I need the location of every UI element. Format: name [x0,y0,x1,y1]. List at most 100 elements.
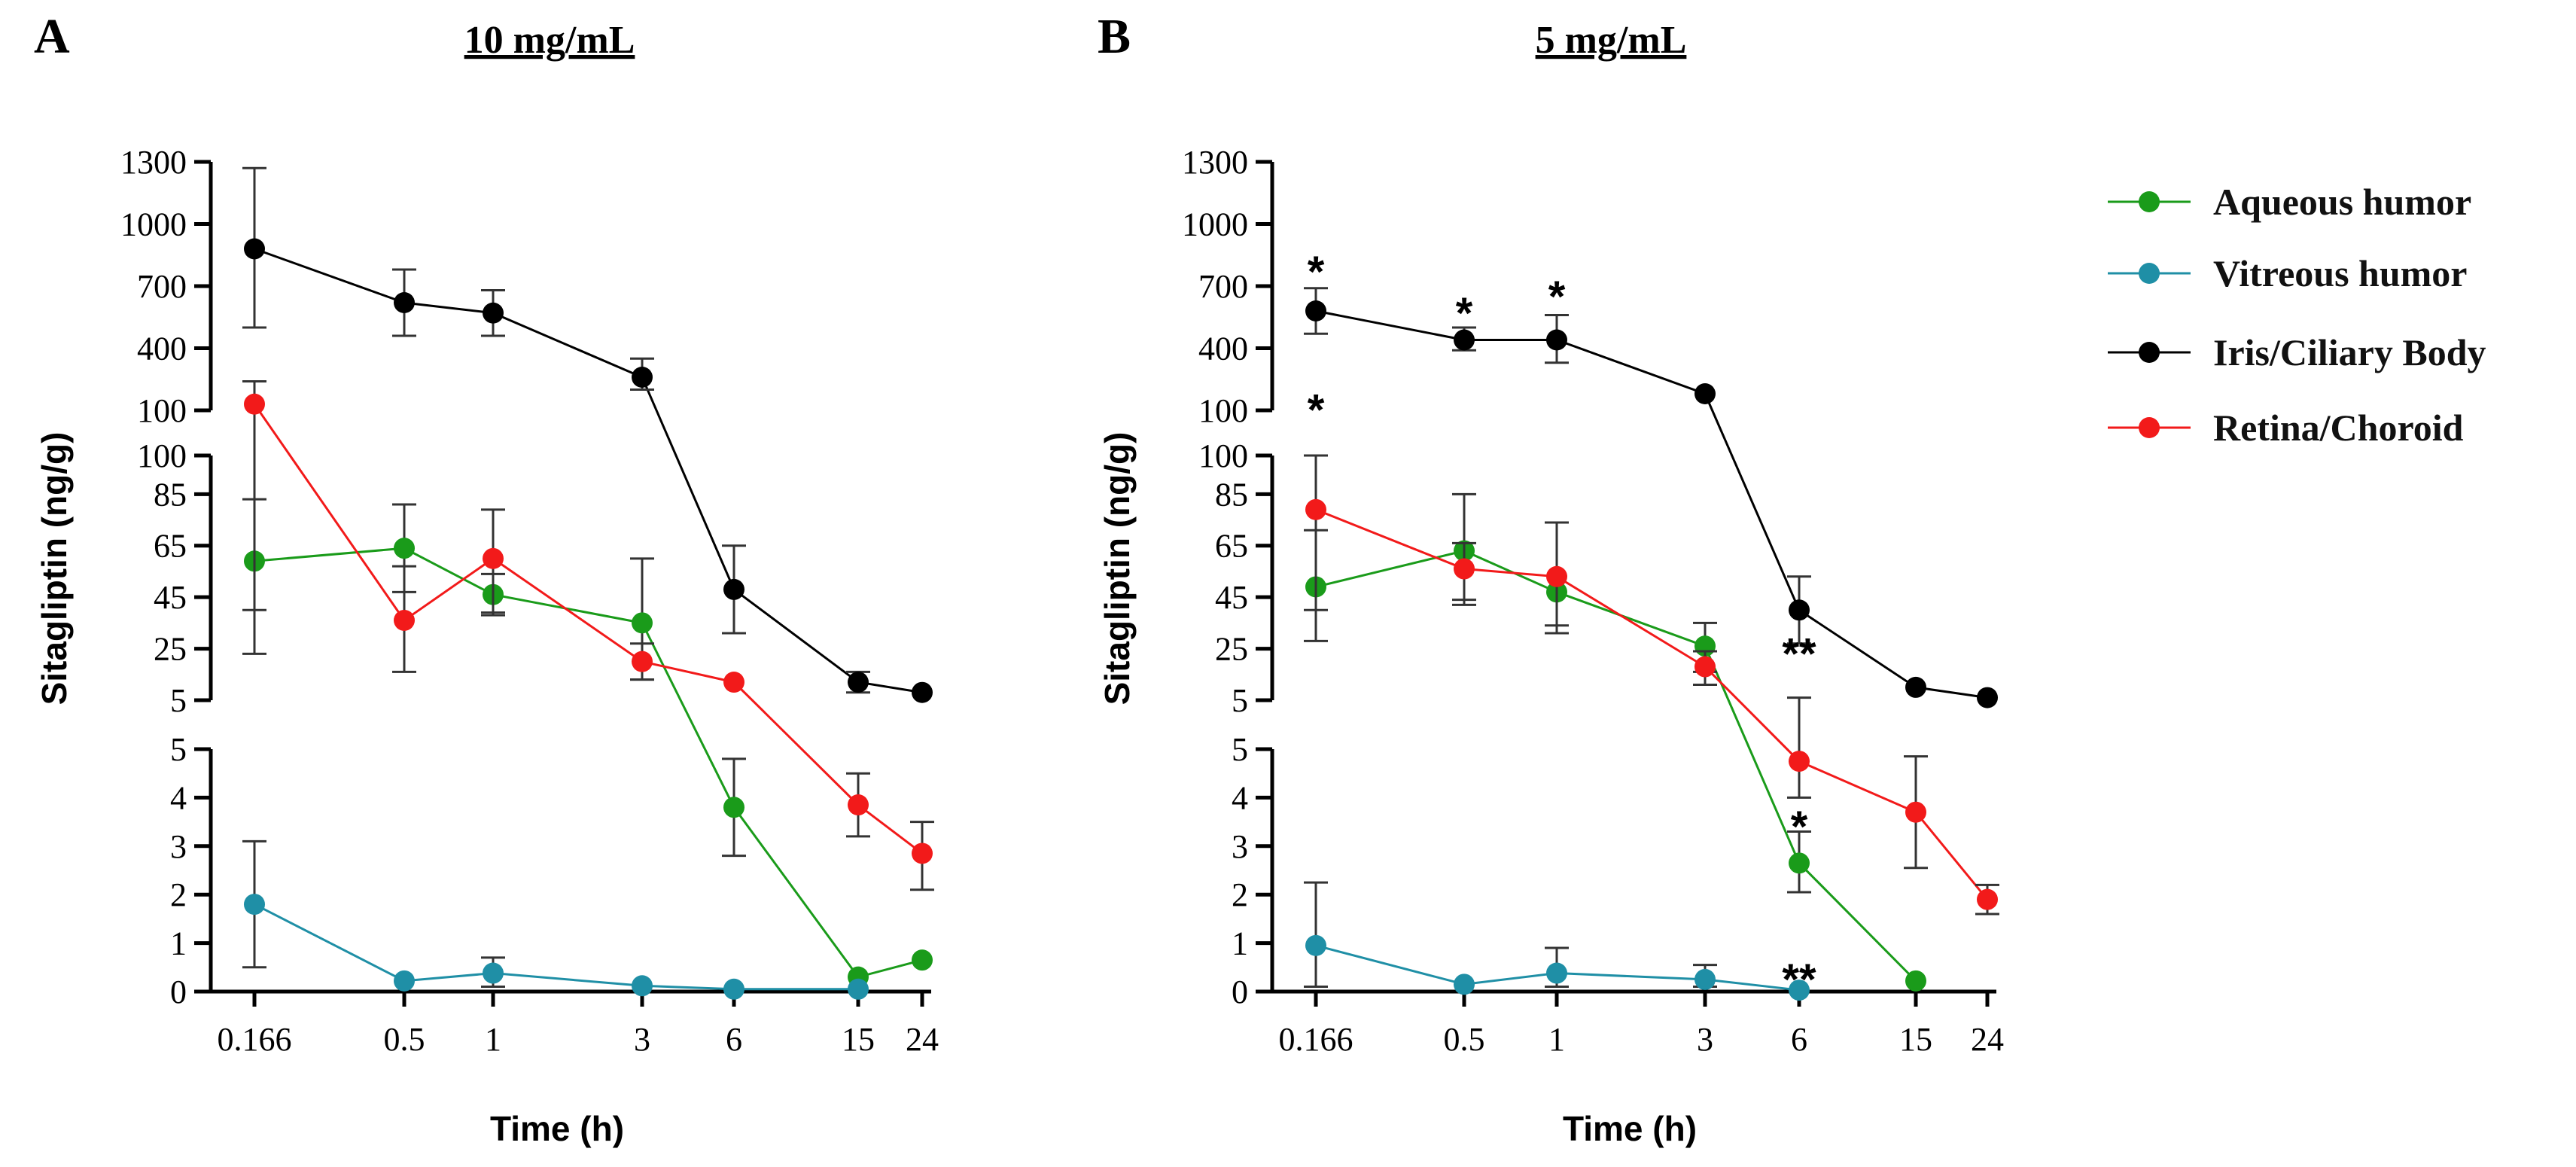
panel-b-series-line-aqueous-humor [1315,550,1917,982]
panel-a-title: 10 mg/mL [464,19,635,62]
panel-b-y-tick-label: 45 [1215,579,1248,616]
panel-a-point-retina-choroid [723,672,744,693]
panel-b-y-tick-label: 4 [1232,779,1248,816]
panel-b-y-tick-label: 400 [1198,331,1248,367]
panel-b-point-vitreous-humor [1546,962,1567,984]
panel-b-y-tick-label: 1300 [1182,144,1248,181]
legend-item-retina-choroid: Retina/Choroid [2108,407,2464,449]
legend-label-retina-choroid: Retina/Choroid [2213,407,2464,449]
panel-b-y-tick-label: 1000 [1182,206,1248,243]
panel-a-y-tick-label: 100 [137,392,187,429]
panel-b-series-line-retina-choroid [1315,508,1989,900]
panel-a-point-vitreous-humor [848,978,869,1000]
panel-b-point-vitreous-humor [1789,980,1810,1001]
panel-a-y-tick-label: 700 [137,268,187,305]
panel-b-y-tick-label: 25 [1215,631,1248,668]
panel-b-y-tick-label: 5 [1232,682,1248,719]
panel-a-point-vitreous-humor [394,970,415,992]
panel-a-y-tick-label: 100 [137,437,187,474]
panel-a-point-retina-choroid [483,547,504,569]
panel-b-significance-marker: * [1548,273,1566,321]
panel-a-y-tick-label: 4 [170,779,187,816]
panel-b-significance-marker: * [1456,289,1473,338]
panel-a-point-retina-choroid [848,794,869,816]
panel-a-point-vitreous-humor [723,978,744,1000]
panel-b-point-aqueous-humor [1905,970,1926,992]
panel-b-point-iris-ciliary-body [1454,329,1475,351]
panel-b-point-vitreous-humor [1305,934,1326,956]
panel-a-x-tick-label: 6 [726,1021,742,1058]
panel-a-point-vitreous-humor [244,894,265,916]
panel-b-y-tick-label: 700 [1198,268,1248,305]
panel-b-y-tick-label: 3 [1232,828,1248,865]
panel-a-x-tick-label: 1 [485,1021,501,1058]
panel-b-point-iris-ciliary-body [1977,687,1998,708]
panel-a-x-tick-label: 0.166 [218,1021,292,1058]
panel-a-y-tick-label: 85 [154,476,187,513]
panel-a-point-iris-ciliary-body [244,238,265,260]
panel-a-x-tick-label: 24 [906,1021,939,1058]
legend-item-iris-ciliary-body: Iris/Ciliary Body [2108,331,2486,373]
panel-a-y-tick-label: 5 [170,731,187,768]
panel-b-point-aqueous-humor [1789,852,1810,874]
legend: Aqueous humor Vitreous humor Iris/Ciliar… [2108,181,2486,449]
panel-b-title: 5 mg/mL [1536,19,1687,62]
panel-b-point-iris-ciliary-body [1694,383,1716,404]
panel-a-letter: A [34,9,70,64]
panel-a-point-aqueous-humor [723,797,744,818]
panel-b-x-tick-label: 0.5 [1444,1021,1485,1058]
panel-a-point-iris-ciliary-body [632,367,653,388]
panel-a-series-line-vitreous-humor [254,903,858,991]
panel-a-point-aqueous-humor [394,538,415,559]
panel-b-x-tick-label: 15 [1899,1021,1932,1058]
legend-marker-iris-ciliary-body [2139,342,2160,363]
legend-marker-aqueous-humor [2139,191,2160,212]
panel-b-point-iris-ciliary-body [1546,329,1567,351]
panel-a-point-vitreous-humor [632,975,653,997]
panel-b-significance-marker: ** [1782,629,1816,678]
panel-b-x-tick-label: 1 [1548,1021,1565,1058]
panel-b-point-vitreous-humor [1694,968,1716,990]
panel-b-point-iris-ciliary-body [1305,300,1326,321]
panel-b-letter: B [1098,9,1131,64]
legend-item-aqueous-humor: Aqueous humor [2108,181,2471,223]
panel-a-y-tick-label: 25 [154,631,187,668]
panel-a-point-retina-choroid [632,651,653,672]
panel-a-y-tick-label: 1300 [120,144,187,181]
panel-b-x-axis-title: Time (h) [1563,1109,1697,1148]
panel-a-point-iris-ciliary-body [483,302,504,324]
panel-b-x-tick-label: 24 [1971,1021,2004,1058]
panel-b-series-line-iris-ciliary-body [1315,309,1988,699]
panel-a-point-retina-choroid [912,842,933,864]
panel-a-series-line-iris-ciliary-body [254,248,923,694]
legend-marker-retina-choroid [2139,417,2160,438]
panel-b-significance-marker: * [1308,248,1325,297]
panel-a-y-tick-label: 2 [170,876,187,913]
panel-b-point-retina-choroid [1305,498,1326,520]
panel-b-y-tick-label: 65 [1215,528,1248,565]
panel-b-significance-marker: * [1791,803,1808,852]
panel-b-point-retina-choroid [1454,558,1475,580]
panel-a-y-tick-label: 3 [170,828,187,865]
panel-a-y-axis-title: Sitagliptin (ng/g) [35,432,74,705]
panel-a-y-tick-label: 1 [170,925,187,962]
panel-b-y-tick-label: 85 [1215,476,1248,513]
panel-a-x-tick-label: 0.5 [384,1021,425,1058]
panel-a-point-vitreous-humor [483,962,504,984]
panel-b-point-iris-ciliary-body [1789,599,1810,621]
legend-label-vitreous-humor: Vitreous humor [2213,252,2468,294]
panel-a-series-line-retina-choroid [253,403,923,855]
panel-a-y-tick-label: 400 [137,331,187,367]
panel-b-significance-marker: * [1308,386,1325,435]
panel-a-series-line-aqueous-humor [254,547,923,979]
legend-label-aqueous-humor: Aqueous humor [2213,181,2471,223]
legend-marker-vitreous-humor [2139,263,2160,284]
panel-b-x-tick-label: 6 [1791,1021,1807,1058]
panel-a-y-tick-label: 0 [170,974,187,1010]
panel-a-point-iris-ciliary-body [912,681,933,703]
panel-a-y-tick-label: 5 [170,682,187,719]
panel-a-point-iris-ciliary-body [394,292,415,313]
panel-a-point-iris-ciliary-body [723,578,744,600]
panel-b-x-tick-label: 3 [1697,1021,1713,1058]
